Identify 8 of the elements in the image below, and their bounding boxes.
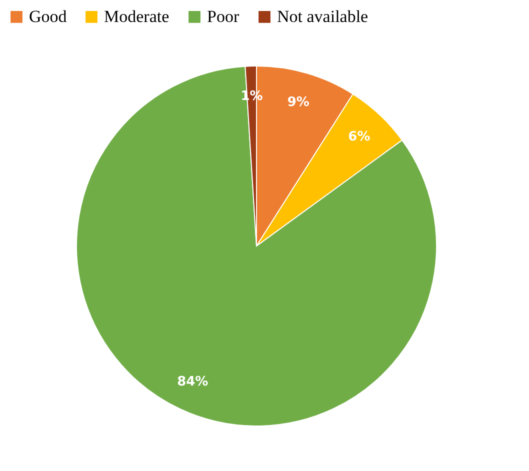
legend-label: Moderate: [104, 6, 170, 26]
legend-label: Good: [29, 6, 68, 26]
data-label: 6%: [348, 130, 370, 145]
data-label: 9%: [287, 94, 310, 110]
data-label: 84%: [177, 374, 208, 390]
legend-label: Poor: [207, 6, 240, 26]
legend-label: Not available: [277, 6, 368, 26]
pie-slice: [76, 66, 437, 426]
